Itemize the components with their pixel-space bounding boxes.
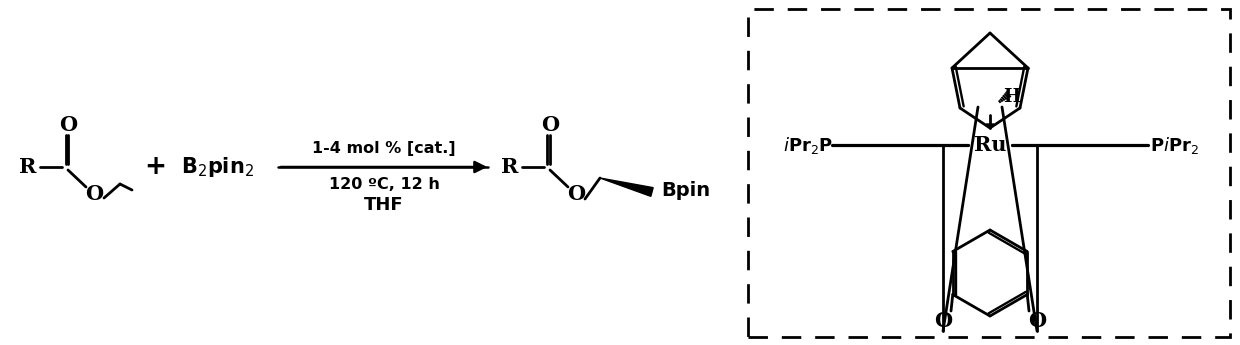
Text: +: + [144, 154, 166, 180]
Text: O: O [60, 115, 77, 135]
Text: $i$Pr$_2$P: $i$Pr$_2$P [782, 135, 833, 156]
Polygon shape [600, 178, 653, 196]
Text: THF: THF [365, 196, 404, 214]
Text: O: O [1028, 311, 1047, 331]
Text: O: O [541, 115, 559, 135]
Text: R: R [501, 157, 518, 177]
Text: P$i$Pr$_2$: P$i$Pr$_2$ [1151, 135, 1199, 156]
Text: R: R [20, 157, 37, 177]
Text: B$_2$pin$_2$: B$_2$pin$_2$ [181, 155, 254, 179]
Text: Ru: Ru [973, 135, 1006, 155]
Text: O: O [934, 311, 952, 331]
Text: O: O [567, 184, 585, 204]
Text: 1-4 mol % [cat.]: 1-4 mol % [cat.] [312, 140, 456, 156]
Text: O: O [84, 184, 103, 204]
Text: H: H [1003, 88, 1021, 106]
Text: Bpin: Bpin [661, 180, 711, 199]
Polygon shape [986, 124, 994, 127]
Text: 120 ºC, 12 h: 120 ºC, 12 h [329, 177, 439, 191]
